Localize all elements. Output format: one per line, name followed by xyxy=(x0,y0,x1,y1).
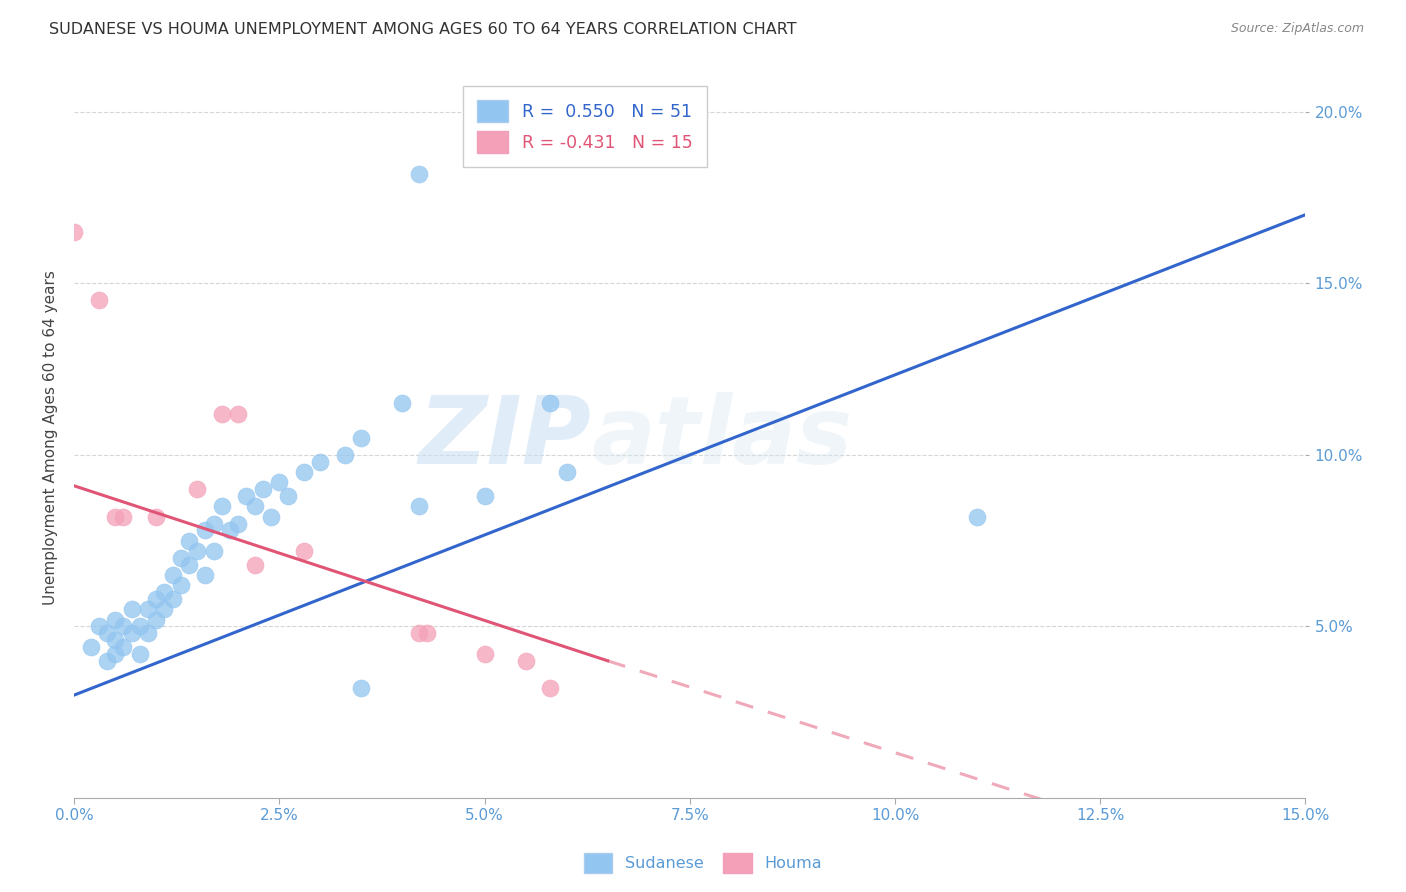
Point xyxy=(226,516,249,531)
Text: SUDANESE VS HOUMA UNEMPLOYMENT AMONG AGES 60 TO 64 YEARS CORRELATION CHART: SUDANESE VS HOUMA UNEMPLOYMENT AMONG AGE… xyxy=(49,22,797,37)
Point xyxy=(87,619,110,633)
Point xyxy=(162,592,184,607)
Point xyxy=(162,568,184,582)
Point xyxy=(474,489,496,503)
Point xyxy=(87,293,110,308)
Point xyxy=(350,681,373,696)
Point xyxy=(96,654,118,668)
Y-axis label: Unemployment Among Ages 60 to 64 years: Unemployment Among Ages 60 to 64 years xyxy=(44,270,58,605)
Point xyxy=(538,396,561,410)
Point xyxy=(202,516,225,531)
Point xyxy=(966,509,988,524)
Point xyxy=(219,524,242,538)
Point xyxy=(128,647,150,661)
Point xyxy=(121,626,143,640)
Point xyxy=(121,602,143,616)
Point xyxy=(145,509,167,524)
Point xyxy=(104,647,127,661)
Point xyxy=(128,619,150,633)
Point xyxy=(145,613,167,627)
Point xyxy=(211,407,233,421)
Point xyxy=(202,544,225,558)
Point xyxy=(416,626,439,640)
Point xyxy=(350,431,373,445)
Point xyxy=(136,602,159,616)
Point xyxy=(186,544,208,558)
Point xyxy=(104,633,127,648)
Point xyxy=(269,475,291,490)
Point xyxy=(104,509,127,524)
Point xyxy=(145,592,167,607)
Point xyxy=(104,613,127,627)
Point xyxy=(112,509,135,524)
Point xyxy=(194,568,217,582)
Point xyxy=(252,482,274,496)
Point xyxy=(96,626,118,640)
Point xyxy=(177,558,200,572)
Point xyxy=(515,654,537,668)
Point xyxy=(474,647,496,661)
Text: ZIP: ZIP xyxy=(419,392,592,483)
Point xyxy=(235,489,257,503)
Point xyxy=(136,626,159,640)
Point xyxy=(408,626,430,640)
Point xyxy=(112,619,135,633)
Point xyxy=(538,681,561,696)
Point xyxy=(243,500,266,514)
Point xyxy=(226,407,249,421)
Point xyxy=(292,544,315,558)
Point xyxy=(555,465,578,479)
Point xyxy=(243,558,266,572)
Legend: R =  0.550   N = 51, R = -0.431   N = 15: R = 0.550 N = 51, R = -0.431 N = 15 xyxy=(464,87,707,167)
Point xyxy=(211,500,233,514)
Text: atlas: atlas xyxy=(592,392,852,483)
Point xyxy=(63,225,86,239)
Point xyxy=(153,585,176,599)
Legend: Sudanese, Houma: Sudanese, Houma xyxy=(578,847,828,880)
Point xyxy=(177,533,200,548)
Point xyxy=(260,509,283,524)
Point xyxy=(170,578,193,592)
Point xyxy=(391,396,413,410)
Point xyxy=(153,602,176,616)
Text: Source: ZipAtlas.com: Source: ZipAtlas.com xyxy=(1230,22,1364,36)
Point xyxy=(309,455,332,469)
Point xyxy=(408,500,430,514)
Point xyxy=(79,640,101,654)
Point xyxy=(186,482,208,496)
Point xyxy=(408,167,430,181)
Point xyxy=(333,448,356,462)
Point xyxy=(194,524,217,538)
Point xyxy=(292,465,315,479)
Point xyxy=(112,640,135,654)
Point xyxy=(170,550,193,565)
Point xyxy=(277,489,299,503)
